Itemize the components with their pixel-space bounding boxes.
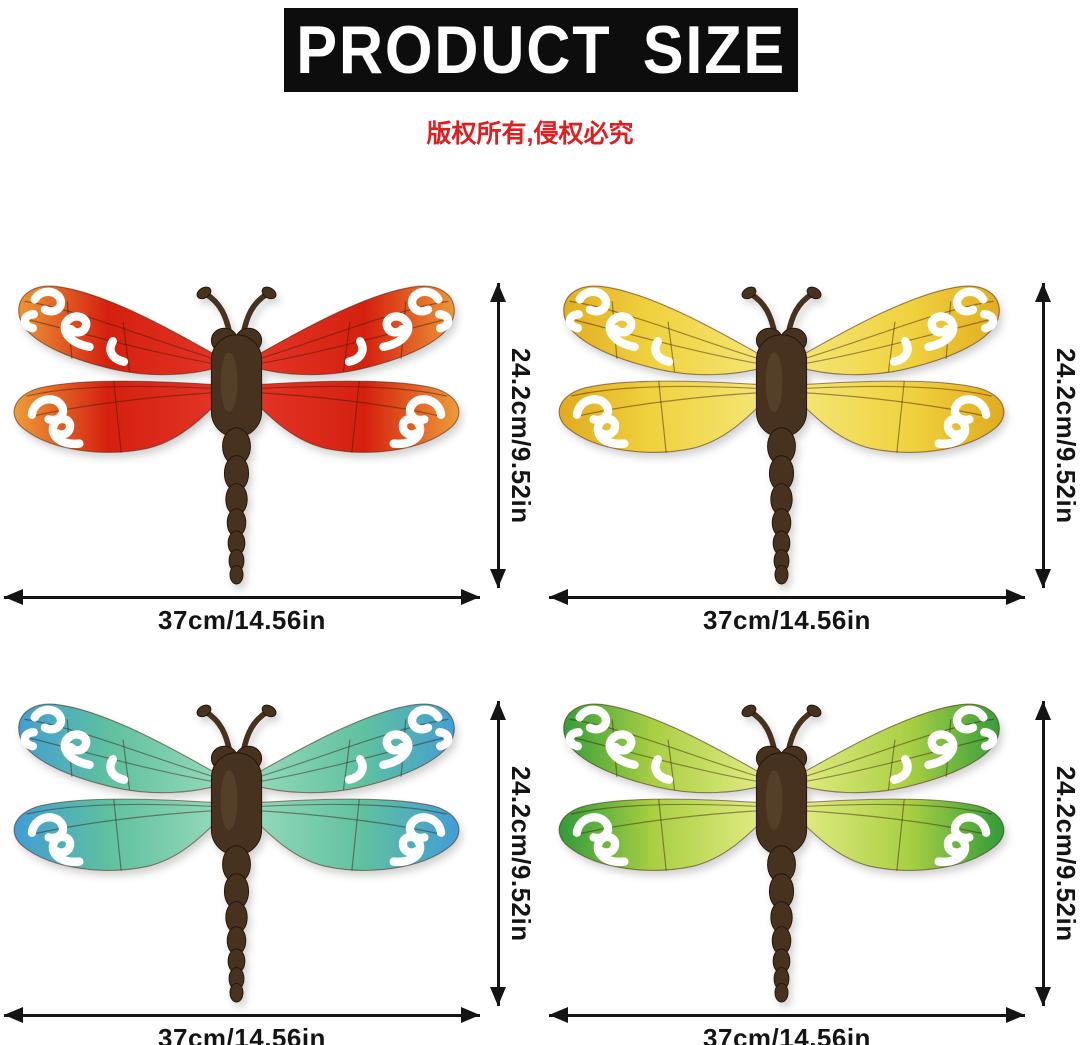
dragonfly-green	[549, 693, 1014, 1005]
panel-green-dragonfly: 24.2cm/9.52in 37cm/14.56in	[545, 673, 1085, 1045]
height-dimension-label: 24.2cm/9.52in	[506, 347, 536, 524]
dragonfly-blue	[4, 693, 469, 1005]
dragonfly-body	[741, 704, 822, 1003]
panel-yellow-dragonfly: 24.2cm/9.52in 37cm/14.56in	[545, 255, 1085, 650]
width-dimension-label: 37cm/14.56in	[703, 1023, 871, 1045]
width-dimension-label: 37cm/14.56in	[158, 605, 326, 635]
width-arrow	[549, 589, 1025, 605]
panel-red-dragonfly: 24.2cm/9.52in 37cm/14.56in	[0, 255, 545, 650]
copyright-notice: 版权所有,侵权必究	[426, 120, 634, 148]
dragonfly-illustration	[549, 275, 1014, 585]
height-dimension-label: 24.2cm/9.52in	[1051, 765, 1081, 942]
dragonfly-illustration	[549, 693, 1014, 1003]
width-arrow	[4, 1007, 480, 1023]
panel-blue-dragonfly: 24.2cm/9.52in 37cm/14.56in	[0, 673, 545, 1045]
dragonfly-illustration	[4, 693, 469, 1003]
dragonfly-yellow	[549, 275, 1014, 587]
dragonfly-body	[196, 286, 277, 585]
height-dimension-label: 24.2cm/9.52in	[1051, 347, 1081, 524]
page-title: PRODUCT SIZE	[296, 12, 786, 88]
width-dimension-label: 37cm/14.56in	[703, 605, 871, 635]
height-dimension-label: 24.2cm/9.52in	[506, 765, 536, 942]
width-dimension-label: 37cm/14.56in	[158, 1023, 326, 1045]
height-arrow	[1035, 701, 1051, 1006]
dragonfly-illustration	[4, 275, 469, 585]
height-arrow	[490, 283, 506, 588]
height-arrow	[490, 701, 506, 1006]
width-arrow	[549, 1007, 1025, 1023]
dragonfly-body	[741, 286, 822, 585]
height-arrow	[1035, 283, 1051, 588]
product-size-banner: PRODUCT SIZE	[284, 8, 798, 92]
width-arrow	[4, 589, 480, 605]
dragonfly-red	[4, 275, 469, 587]
dragonfly-body	[196, 704, 277, 1003]
